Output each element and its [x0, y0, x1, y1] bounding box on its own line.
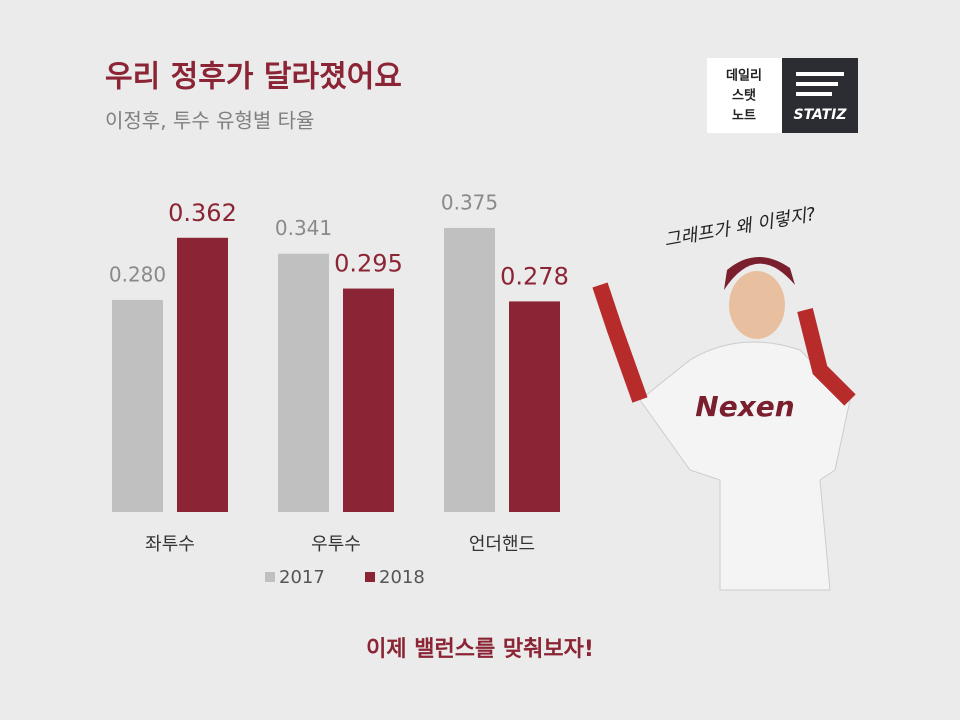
legend-swatch [265, 572, 275, 582]
legend-label: 2017 [279, 567, 325, 588]
legend-swatch [365, 572, 375, 582]
jersey-text: Nexen [695, 390, 794, 423]
player-arm [592, 282, 648, 403]
value-label: 0.341 [275, 216, 332, 240]
logo-line: 노트 [732, 109, 756, 124]
player-body [639, 341, 851, 591]
footer: 이제 밸런스를 맞춰보자! [366, 637, 594, 662]
logo-box [707, 58, 782, 133]
x-tick-label: 언더핸드 [469, 534, 535, 555]
value-label: 0.362 [168, 199, 237, 227]
bar [509, 301, 560, 512]
bar [343, 288, 394, 512]
value-label: 0.280 [109, 262, 166, 286]
chart-title: 우리 정후가 달라졌어요 [105, 60, 402, 95]
logo-line: 스탯 [732, 88, 756, 104]
bar [444, 227, 495, 512]
chart-subtitle: 이정후, 투수 유형별 타율 [105, 109, 314, 133]
x-tick-label: 좌투수 [145, 534, 195, 555]
legend-label: 2018 [379, 567, 425, 588]
bar [177, 237, 228, 512]
logo-brand: STATIZ [794, 107, 848, 123]
logo-line: 데일리 [726, 68, 762, 84]
value-label: 0.375 [441, 190, 498, 214]
value-label: 0.278 [500, 262, 569, 290]
player-photo: Nexen [592, 256, 856, 591]
player-arm [797, 308, 856, 406]
bar [112, 299, 163, 512]
logo: 데일리 스탯 노트 STATIZ [707, 58, 858, 133]
player-head [729, 271, 785, 339]
value-label: 0.295 [334, 250, 403, 278]
player-helmet [724, 256, 795, 290]
x-tick-label: 우투수 [311, 534, 361, 555]
bar [278, 253, 329, 512]
logo-icon [796, 72, 844, 96]
